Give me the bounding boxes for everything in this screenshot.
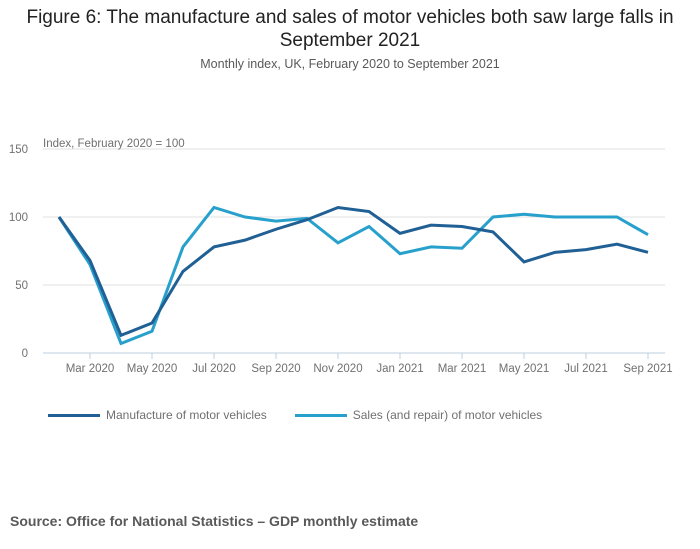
x-axis-ticks: Mar 2020 May 2020 Jul 2020 Sep 2020 Nov 2020…: [66, 353, 673, 375]
source-note: Source: Office for National Statistics –…: [10, 513, 419, 529]
y-tick-label: 50: [15, 280, 28, 292]
chart-subtitle: Monthly index, UK, February 2020 to Sept…: [200, 57, 500, 71]
y-tick-label: 100: [9, 212, 28, 224]
x-tick-label: Jul 2020: [192, 363, 235, 375]
legend-swatch-manufacture: [48, 413, 100, 417]
x-tick-label: Sep 2021: [623, 363, 672, 375]
x-tick-label: Mar 2021: [438, 363, 487, 375]
x-tick-label: May 2021: [499, 363, 550, 375]
series-line-sales[interactable]: [57, 205, 649, 346]
legend-item-manufacture[interactable]: Manufacture of motor vehicles: [48, 408, 267, 422]
legend-item-sales[interactable]: Sales (and repair) of motor vehicles: [294, 408, 543, 422]
chart-title: Figure 6: The manufacture and sales of m…: [26, 7, 674, 51]
x-tick-label: Nov 2020: [313, 363, 362, 375]
x-tick-label: Jan 2021: [376, 363, 423, 375]
legend: Manufacture of motor vehicles Sales (and…: [48, 408, 570, 422]
y-tick-label: 0: [22, 348, 28, 360]
y-tick-label: 150: [9, 144, 28, 156]
y-axis-label: Index, February 2020 = 100: [43, 138, 185, 150]
y-axis-ticks: 0 50 100 150: [9, 144, 28, 360]
x-tick-label: May 2020: [127, 363, 178, 375]
legend-swatch-sales: [294, 413, 347, 417]
legend-label-manufacture: Manufacture of motor vehicles: [106, 408, 267, 422]
series-lines: [57, 205, 649, 346]
series-line-manufacture[interactable]: [57, 205, 649, 338]
x-tick-label: Sep 2020: [251, 363, 300, 375]
legend-label-sales: Sales (and repair) of motor vehicles: [352, 408, 543, 422]
x-tick-label: Mar 2020: [66, 363, 115, 375]
line-chart: 0 50 100 150 Index, February 2020 = 100 Mar…: [9, 138, 673, 375]
x-tick-label: Jul 2021: [564, 363, 607, 375]
